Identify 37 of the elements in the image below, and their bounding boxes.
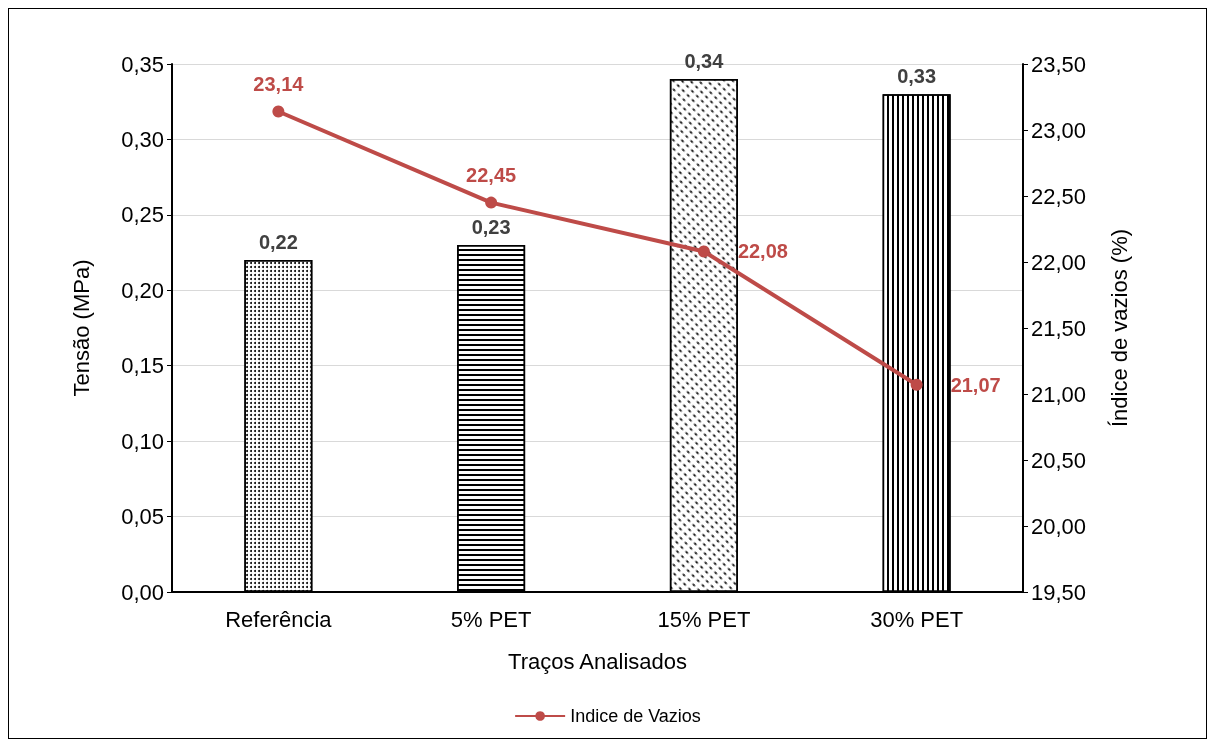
y2-tick-label: 20,50: [1031, 447, 1087, 473]
y2-tick-label: 21,00: [1031, 381, 1087, 407]
data-label: 0,33: [897, 65, 937, 88]
y-tick-label: 0,30: [121, 126, 164, 152]
y2-tick-label: 23,50: [1031, 51, 1087, 77]
y-tick-label: 0,05: [121, 504, 164, 530]
point: [485, 196, 498, 209]
x-axis-title: Traços Analisados: [508, 648, 687, 674]
y-tick-label: 0,10: [121, 428, 164, 454]
point: [697, 245, 710, 258]
y2-tick-label: 22,50: [1031, 183, 1087, 209]
data-label: 0,23: [471, 216, 511, 239]
data-label: 0,34: [684, 50, 725, 73]
y2-axis-title: Índice de vazios (%): [1106, 228, 1132, 428]
y-tick-label: 0,15: [121, 353, 164, 379]
legend-label: Indice de Vazios: [570, 706, 701, 726]
y-tick-label: 0,00: [121, 579, 164, 605]
y2-tick-label: 20,00: [1031, 513, 1087, 539]
y-axis-title: Tensão (MPa): [68, 259, 94, 397]
data-label: 22,45: [466, 163, 517, 186]
x-tick-label: Referência: [225, 606, 333, 632]
data-label: 23,14: [253, 72, 305, 95]
y2-tick-label: 21,50: [1031, 315, 1087, 341]
y2-tick-label: 23,00: [1031, 117, 1087, 143]
y-tick-label: 0,25: [121, 202, 164, 228]
y2-tick-label: 22,00: [1031, 249, 1087, 275]
y-tick-label: 0,35: [121, 51, 164, 77]
y2-tick-label: 19,50: [1031, 579, 1087, 605]
x-tick-label: 5% PET: [450, 606, 532, 632]
point: [272, 105, 285, 118]
data-label: 22,08: [737, 240, 788, 263]
data-label: 21,07: [950, 373, 1001, 396]
x-tick-label: 30% PET: [870, 606, 964, 632]
data-label: 0,22: [258, 231, 298, 254]
y-tick-label: 0,20: [121, 277, 164, 303]
x-tick-label: 15% PET: [657, 606, 751, 632]
point: [910, 378, 923, 391]
